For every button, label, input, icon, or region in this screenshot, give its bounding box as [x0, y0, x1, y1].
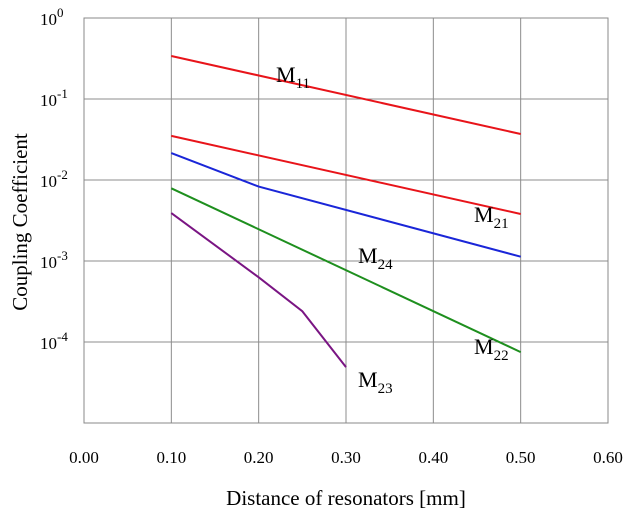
y-tick-label: 10-3 [40, 248, 68, 272]
y-tick-label: 10-2 [40, 167, 68, 191]
x-tick-label: 0.30 [331, 448, 361, 467]
y-tick-label: 10-1 [40, 86, 68, 110]
series-label-m21: M21 [474, 202, 509, 232]
series-line-m11 [171, 55, 521, 135]
x-tick-label: 0.10 [156, 448, 186, 467]
y-tick-label: 100 [40, 5, 64, 29]
x-tick-label: 0.60 [593, 448, 623, 467]
series-line-m24 [170, 152, 521, 258]
series-label-m11: M11 [276, 62, 310, 92]
y-axis-label: Coupling Coefficient [8, 133, 32, 311]
series-line-m22 [170, 187, 522, 354]
grid-lines [83, 17, 609, 424]
x-tick-label: 0.20 [244, 448, 274, 467]
y-tick-label: 10-4 [40, 329, 68, 353]
series-line-m23 [170, 212, 347, 368]
series-lines [170, 55, 522, 368]
series-label-m23: M23 [358, 367, 393, 397]
plot-frame [83, 17, 609, 424]
series-label-m22: M22 [474, 334, 509, 364]
series-label-m24: M24 [358, 243, 393, 273]
x-tick-label: 0.40 [418, 448, 448, 467]
series-labels: M11 M21 M24 M22 M23 [276, 62, 509, 397]
x-axis-label: Distance of resonators [mm] [226, 486, 466, 510]
x-axis-ticks: 0.00 0.10 0.20 0.30 0.40 0.50 0.60 [69, 448, 623, 467]
x-tick-label: 0.00 [69, 448, 99, 467]
x-tick-label: 0.50 [506, 448, 536, 467]
series-line-m21 [171, 134, 521, 215]
y-axis-ticks: 100 10-1 10-2 10-3 10-4 [40, 5, 68, 353]
